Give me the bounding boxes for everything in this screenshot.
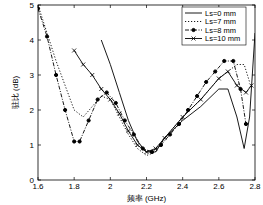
y-tick-label: 1 [30, 141, 35, 150]
marker-x [117, 112, 121, 116]
marker-x [108, 98, 112, 102]
y-tick-label: 0 [30, 176, 35, 185]
x-tick [182, 177, 183, 180]
y-tick [38, 180, 41, 181]
marker-x [81, 63, 85, 67]
chart: 1.6 1.8 2 2.2 2.4 2.6 2.8 0 1 2 3 4 5 频率 (GHz) 驻比 (dB)… [0, 0, 263, 205]
marker-x [163, 136, 167, 140]
x-tick-label: 2.6 [213, 182, 225, 191]
y-tick-label: 3 [30, 71, 35, 80]
marker-dot [45, 35, 48, 38]
x-tick [255, 177, 256, 180]
y-tick-right [252, 5, 255, 6]
legend-label: Ls=10 mm [205, 34, 240, 43]
x-tick-label: 2 [108, 182, 113, 191]
x-tick-label: 1.8 [69, 182, 81, 191]
marker-x [199, 98, 203, 102]
x-tick [38, 177, 39, 180]
marker-x [145, 150, 149, 154]
marker-x [181, 115, 185, 119]
plot-frame [38, 5, 255, 180]
x-tick-label: 2.4 [177, 182, 189, 191]
y-tick-label: 4 [30, 36, 35, 45]
marker-dot [54, 73, 57, 76]
x-tick-label: 2.2 [141, 182, 153, 191]
marker-dot [244, 122, 247, 125]
marker-dot [150, 150, 153, 153]
series-line [101, 33, 255, 152]
y-tick [38, 110, 41, 111]
y-tick-right [252, 145, 255, 146]
y-axis-label: 驻比 (dB) [11, 76, 20, 110]
legend-marker [192, 28, 195, 31]
x-axis-label: 频率 (GHz) [127, 194, 167, 203]
marker-x [244, 91, 248, 95]
y-tick-label: 5 [30, 1, 35, 10]
x-tick [74, 177, 75, 180]
marker-dot [114, 101, 117, 104]
marker-dot [78, 140, 81, 143]
marker-dot [38, 7, 40, 10]
x-tick [146, 177, 147, 180]
marker-x [226, 70, 230, 74]
plot-area [38, 5, 255, 156]
legend-box [182, 7, 246, 45]
x-tick-label: 2.8 [249, 182, 261, 191]
legend-marker [192, 37, 196, 41]
legend-swatch [185, 21, 202, 22]
marker-x [154, 147, 158, 151]
x-tick-top [255, 5, 256, 8]
marker-x [249, 84, 253, 88]
marker-dot [205, 80, 208, 83]
y-tick [38, 75, 41, 76]
marker-dot [232, 59, 235, 62]
y-tick-label: 2 [30, 106, 35, 115]
x-tick-top [74, 5, 75, 8]
marker-x [217, 77, 221, 81]
x-tick-top [146, 5, 147, 8]
marker-x [126, 129, 130, 133]
y-tick-right [252, 110, 255, 111]
marker-dot [223, 59, 226, 62]
marker-dot [64, 108, 67, 111]
legend-swatch [185, 13, 202, 14]
y-tick [38, 145, 41, 146]
x-tick [110, 177, 111, 180]
marker-x [235, 84, 239, 88]
y-tick-right [252, 180, 255, 181]
series-line [38, 9, 246, 153]
marker-dot [132, 133, 135, 136]
marker-dot [196, 94, 199, 97]
x-tick [218, 177, 219, 180]
y-tick [38, 40, 41, 41]
marker-x [135, 143, 139, 147]
x-tick-label: 1.6 [32, 182, 44, 191]
legend: Ls=0 mmLs=7 mmLs=8 mmLs=10 mm [182, 7, 246, 45]
x-tick-top [110, 5, 111, 8]
marker-dot [96, 98, 99, 101]
marker-dot [73, 140, 76, 143]
marker-x [90, 73, 94, 77]
marker-dot [214, 70, 217, 73]
marker-x [99, 87, 103, 91]
series-line [74, 51, 251, 153]
marker-x [72, 49, 76, 53]
marker-dot [87, 119, 90, 122]
